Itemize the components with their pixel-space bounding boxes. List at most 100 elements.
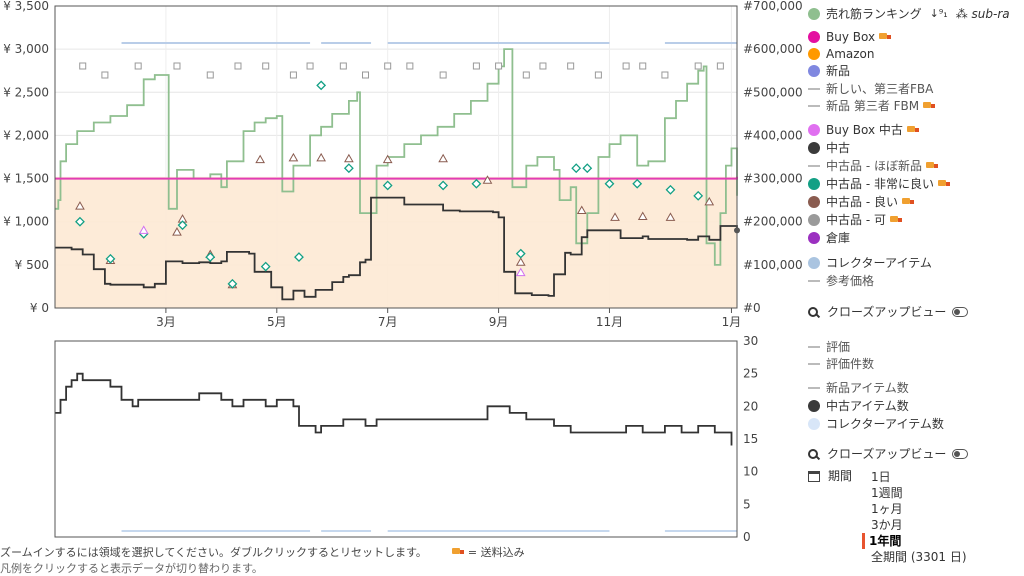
collector-marker (101, 71, 109, 79)
legend-item[interactable]: 新しい、第三者FBA (808, 81, 933, 97)
price-history-chart[interactable]: ¥ 0 ¥ 500 ¥ 1,000 ¥ 1,500 ¥ 2,000 ¥ 2,500 ¥ 3,… (0, 0, 808, 330)
toggle-icon (952, 449, 969, 459)
legend-dot-icon (808, 65, 820, 77)
legend-item[interactable]: Buy Box 中古 (808, 122, 919, 138)
used-very-good-marker (316, 80, 327, 91)
used-very-good-marker (693, 190, 704, 201)
legend-item[interactable]: コレクターアイテム (808, 255, 932, 271)
closeup-toggle-sub[interactable]: クローズアップビュー (808, 446, 969, 462)
legend-item[interactable]: 新品 第三者 FBM (808, 98, 936, 114)
legend-item[interactable]: 新品 (808, 63, 850, 79)
truck-icon (906, 126, 919, 134)
legend-item[interactable]: 中古品 - 非常に良い (808, 176, 950, 192)
offer-count-chart[interactable]: 0 5 10 15 20 25 30 (0, 334, 808, 544)
legend-item[interactable]: Amazon (808, 46, 875, 62)
legend-item[interactable]: 評価 (808, 339, 850, 355)
legend-label: 新品 第三者 FBM (826, 99, 920, 113)
sub-y-tick: 20 (743, 399, 758, 413)
period-range-option[interactable]: 3か月 (871, 518, 903, 532)
closeup-label: クローズアップビュー (827, 305, 947, 319)
used-very-good-marker (471, 178, 482, 189)
legend-label: 新しい、第三者FBA (826, 82, 934, 96)
period-label: 期間 (808, 468, 852, 484)
collector-marker (134, 62, 142, 70)
legend-dot-icon (808, 142, 820, 154)
legend-dash-icon (808, 280, 820, 282)
y-left-tick: ¥ 3,000 (3, 42, 49, 56)
collector-marker (79, 62, 87, 70)
y-right-tick: #700,000 (743, 0, 803, 13)
legend-item[interactable]: 中古品 - 良い (808, 194, 914, 210)
subcategory-ranking-link[interactable]: ⁂ sub-ra (955, 7, 1010, 21)
legend-dash-icon (808, 387, 820, 389)
sub-y-tick: 30 (743, 334, 758, 348)
collector-marker (173, 62, 181, 70)
series-line-中古 (55, 196, 738, 301)
collector-marker (522, 71, 530, 79)
period-range-option[interactable]: 1週間 (871, 486, 903, 500)
used-very-good-marker (343, 163, 354, 174)
used-very-good-marker (515, 248, 526, 259)
period-range-option[interactable]: 1年間 (862, 533, 901, 549)
used-good-marker (288, 152, 299, 162)
legend-item[interactable]: 売れ筋ランキング ↓⁹₁ ⁂ sub-ra (808, 6, 1010, 22)
used-good-marker (344, 153, 354, 163)
legend-label: 評価 (826, 340, 851, 354)
buybox-used-marker (515, 267, 526, 277)
legend-label: 新品アイテム数 (826, 381, 909, 395)
legend-item[interactable]: 中古品 - 可 (808, 212, 902, 228)
collector-marker (339, 62, 347, 70)
legend-dot-icon (808, 214, 820, 226)
magnifier-icon (808, 448, 819, 460)
used-very-good-marker (571, 163, 582, 174)
collector-marker (495, 62, 503, 70)
legend-item[interactable]: Buy Box (808, 29, 892, 45)
legend-item[interactable]: 参考価格 (808, 273, 874, 289)
legend-label: 売れ筋ランキング (826, 7, 922, 21)
truck-icon (901, 198, 914, 206)
collector-marker (289, 71, 297, 79)
used-good-marker (610, 212, 620, 221)
collector-marker (306, 62, 314, 70)
legend-item[interactable]: 倉庫 (808, 230, 850, 246)
truck-note-text: = 送料込み (467, 546, 525, 559)
y-right-tick: #100,000 (743, 258, 803, 272)
collector-marker (622, 62, 630, 70)
legend-item[interactable]: 新品アイテム数 (808, 380, 909, 396)
x-tick: 11月 (596, 315, 623, 329)
y-right-tick: #300,000 (743, 172, 803, 186)
collector-marker (384, 62, 392, 70)
toggle-icon (952, 307, 969, 317)
period-range-option[interactable]: 1ヶ月 (871, 502, 903, 516)
legend-dash-icon (808, 363, 820, 365)
closeup-toggle-main[interactable]: クローズアップビュー (808, 304, 969, 320)
collector-marker (539, 62, 547, 70)
x-tick: 1月 (722, 315, 742, 329)
sort-icon[interactable]: ↓⁹₁ (929, 7, 948, 20)
legend-item[interactable]: 中古アイテム数 (808, 398, 909, 414)
sub-chart-axes: 0 5 10 15 20 25 30 (743, 334, 758, 544)
collector-marker (406, 62, 414, 70)
sub-chart-series (55, 372, 737, 532)
collector-marker (472, 62, 480, 70)
legend-dot-icon (808, 232, 820, 244)
y-left-tick: ¥ 0 (30, 301, 49, 315)
period-range-option[interactable]: 1日 (871, 470, 891, 484)
used-very-good-marker (294, 252, 304, 263)
legend-item[interactable]: 中古品 - ほぼ新品 (808, 158, 938, 174)
legend-item[interactable]: 評価件数 (808, 356, 874, 372)
collector-marker (694, 62, 702, 70)
legend-dot-icon (808, 178, 820, 190)
y-left-tick: ¥ 500 (15, 258, 49, 272)
legend-item[interactable]: 中古 (808, 140, 850, 156)
used-very-good-marker (177, 220, 188, 231)
buy-box-area-fill (55, 176, 737, 308)
sub-y-tick: 5 (743, 497, 751, 511)
legend-dot-icon (808, 257, 820, 269)
y-right-tick: #400,000 (743, 128, 803, 142)
y-right-tick: #0 (743, 301, 761, 315)
legend-item[interactable]: コレクターアイテム数 (808, 416, 944, 432)
truck-icon (889, 216, 902, 224)
legend-dot-icon (808, 31, 820, 43)
period-range-option[interactable]: 全期間 (3301 日) (871, 550, 967, 564)
